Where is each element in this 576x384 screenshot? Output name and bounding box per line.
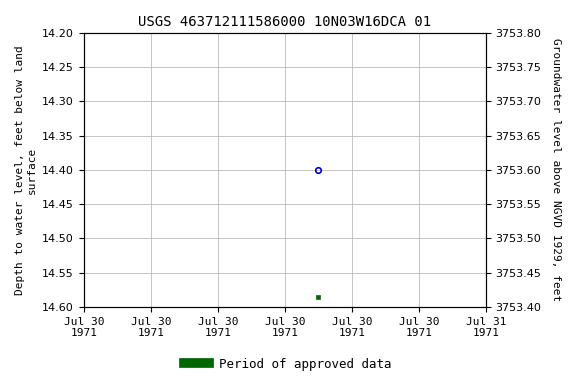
Title: USGS 463712111586000 10N03W16DCA 01: USGS 463712111586000 10N03W16DCA 01	[138, 15, 431, 29]
Y-axis label: Depth to water level, feet below land
surface: Depth to water level, feet below land su…	[15, 45, 37, 295]
Legend: Period of approved data: Period of approved data	[179, 353, 397, 376]
Y-axis label: Groundwater level above NGVD 1929, feet: Groundwater level above NGVD 1929, feet	[551, 38, 561, 301]
